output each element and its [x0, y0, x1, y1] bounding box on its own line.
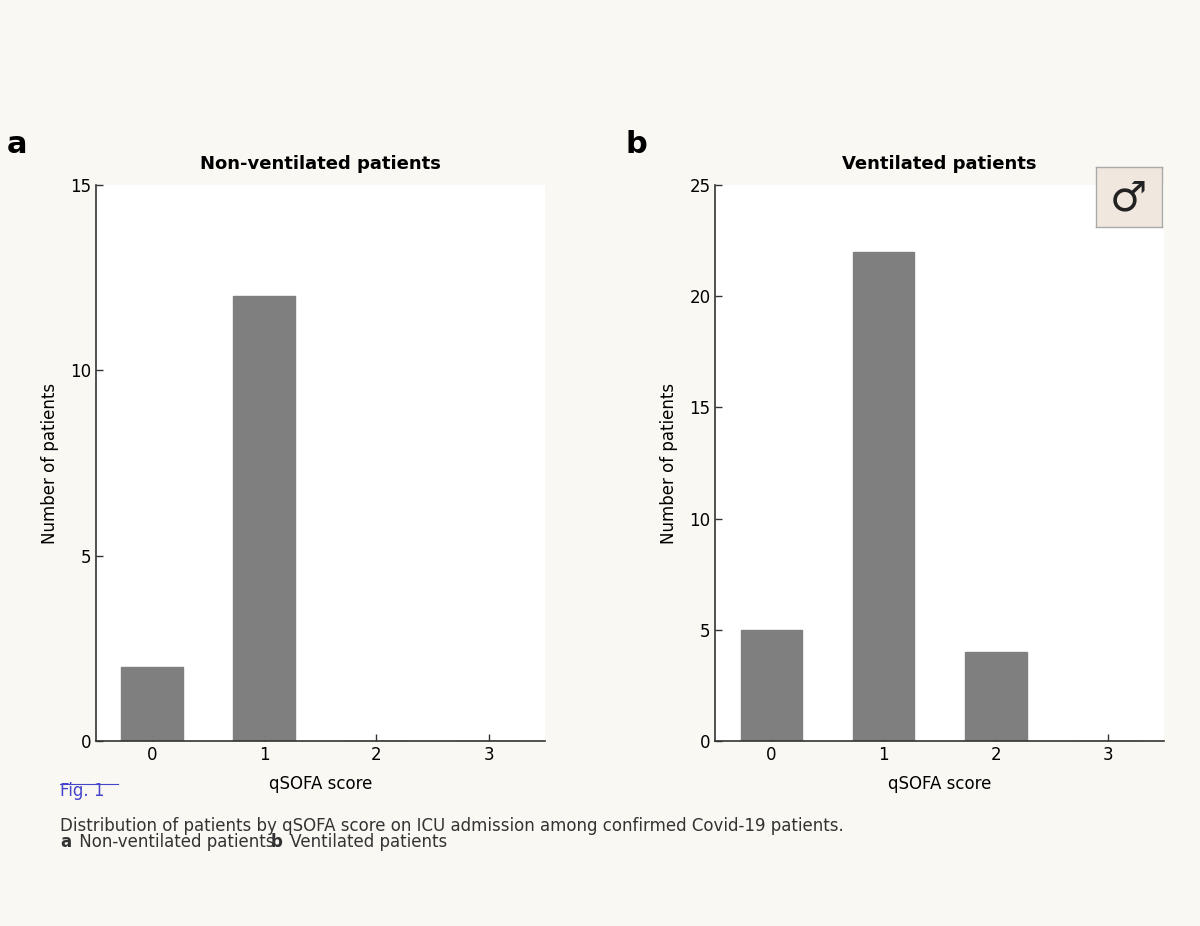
Text: Distribution of patients by qSOFA score on ICU admission among confirmed Covid-1: Distribution of patients by qSOFA score …	[60, 817, 850, 834]
Text: Fig. 1: Fig. 1	[60, 782, 104, 800]
Bar	[853, 252, 914, 741]
X-axis label: qSOFA score: qSOFA score	[888, 775, 991, 793]
X-axis label: qSOFA score: qSOFA score	[269, 775, 372, 793]
Bar	[121, 667, 182, 741]
Y-axis label: Number of patients: Number of patients	[660, 382, 678, 544]
Title: Ventilated patients: Ventilated patients	[842, 155, 1037, 172]
Text: b: b	[271, 833, 282, 851]
Bar	[740, 630, 803, 741]
Text: a: a	[60, 833, 71, 851]
Bar	[234, 296, 295, 741]
Text: a: a	[6, 130, 26, 158]
Text: b: b	[625, 130, 647, 158]
Text: ♂: ♂	[1110, 177, 1147, 219]
Text: Non-ventilated patients.: Non-ventilated patients.	[74, 833, 286, 851]
Text: Ventilated patients: Ventilated patients	[284, 833, 446, 851]
Bar	[965, 652, 1026, 741]
Title: Non-ventilated patients: Non-ventilated patients	[200, 155, 440, 172]
Y-axis label: Number of patients: Number of patients	[41, 382, 59, 544]
